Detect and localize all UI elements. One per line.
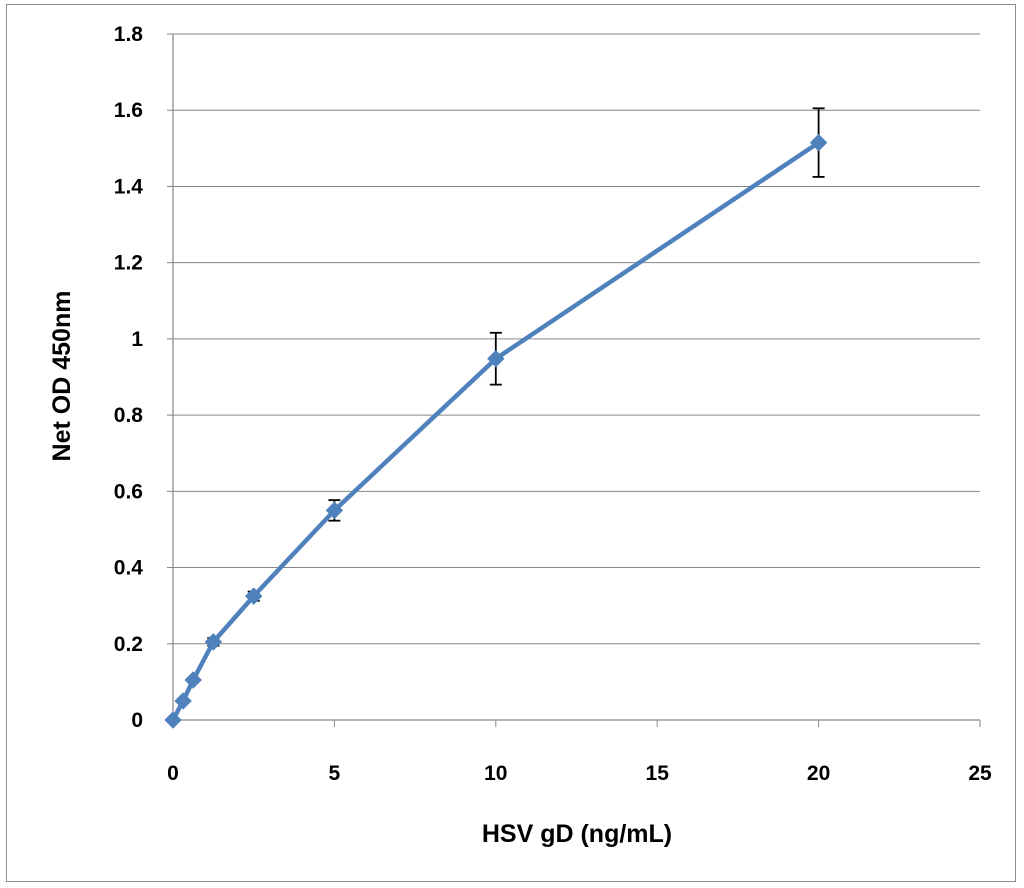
data-series <box>164 133 828 729</box>
series-line <box>171 140 820 722</box>
data-point-marker <box>325 501 344 520</box>
data-point-marker <box>809 133 828 152</box>
x-tick-label: 20 <box>807 762 830 785</box>
x-axis-title: HSV gD (ng/mL) <box>482 820 672 848</box>
y-axis-ticks: 0 0.2 0.4 0.6 0.8 1 1.2 1.4 1.6 1.8 <box>114 23 144 732</box>
y-tick-label: 1.2 <box>114 252 143 275</box>
axes <box>167 33 981 727</box>
y-tick-label: 1.4 <box>114 175 144 198</box>
y-axis-title: Net OD 450nm <box>48 291 76 462</box>
y-tick-label: 0.2 <box>114 633 143 656</box>
data-point-marker <box>164 711 182 729</box>
y-tick-label: 0.6 <box>114 480 143 503</box>
gridlines <box>173 33 980 645</box>
y-tick-label: 1 <box>131 328 143 351</box>
x-axis-ticks: 0 5 10 15 20 25 <box>167 762 992 785</box>
x-tick-label: 5 <box>329 762 341 785</box>
data-point-marker <box>244 587 263 605</box>
data-point-marker <box>174 692 192 710</box>
y-tick-label: 1.8 <box>114 23 144 46</box>
x-tick-label: 10 <box>484 762 507 785</box>
y-tick-label: 1.6 <box>114 99 143 122</box>
y-tick-label: 0.8 <box>114 404 144 427</box>
error-bars <box>207 107 825 647</box>
data-point-marker <box>487 349 505 368</box>
x-tick-label: 0 <box>167 762 179 785</box>
chart-frame <box>6 4 1016 882</box>
x-tick-label: 25 <box>968 762 992 785</box>
y-tick-label: 0 <box>131 709 143 732</box>
x-tick-label: 15 <box>646 762 670 785</box>
y-tick-label: 0.4 <box>114 557 144 580</box>
data-point-marker <box>184 671 202 689</box>
data-point-marker <box>204 633 223 651</box>
